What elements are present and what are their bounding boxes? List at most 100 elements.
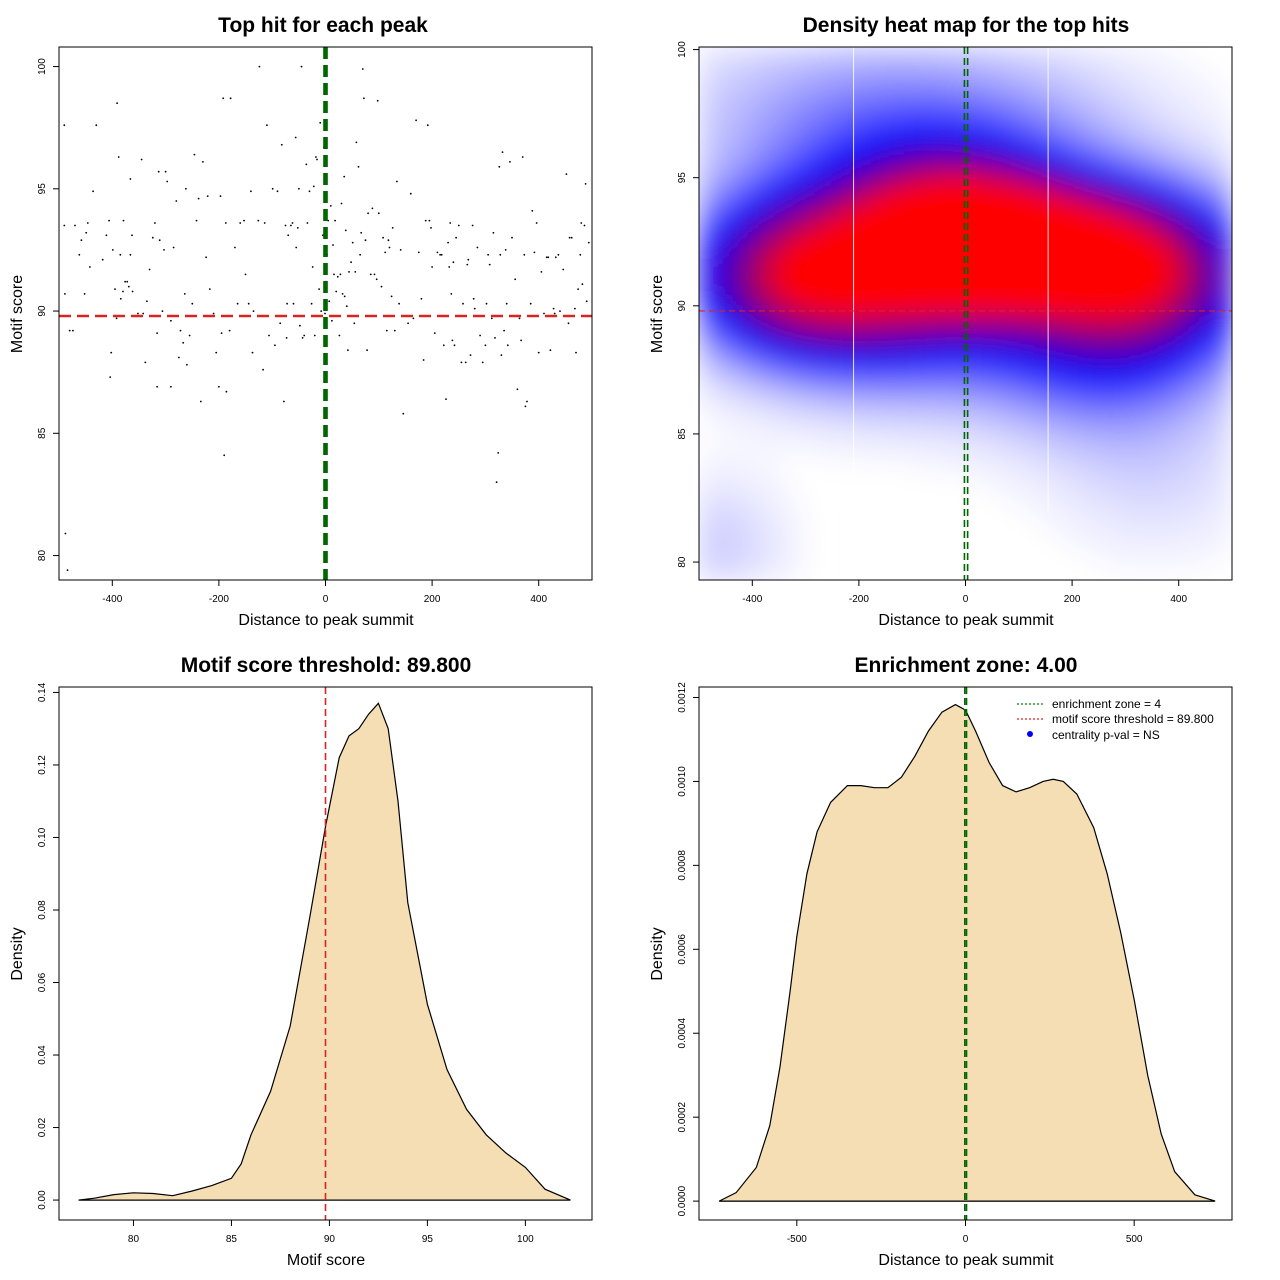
heatmap-cell	[975, 131, 988, 144]
heatmap-cell	[965, 451, 977, 464]
heatmap-cell	[965, 185, 977, 197]
heatmap-cell	[858, 78, 871, 91]
heatmap-cell	[1146, 185, 1158, 197]
heatmap-cell	[1103, 174, 1116, 187]
heatmap-cell	[773, 99, 785, 112]
heatmap-cell	[762, 504, 775, 517]
scatter-point	[185, 187, 187, 190]
heatmap-cell	[1188, 89, 1201, 101]
heatmap-cell	[986, 163, 998, 176]
score-density-title: Motif score threshold: 89.800	[181, 654, 472, 677]
heatmap-cell	[751, 558, 764, 570]
heatmap-cell	[1029, 398, 1041, 410]
scatter-point	[363, 97, 365, 100]
heatmap-cell	[1199, 377, 1212, 389]
heatmap-cell	[1060, 195, 1073, 208]
heatmap-cell	[901, 67, 913, 80]
heatmap-cell	[837, 377, 849, 389]
heatmap-cell	[719, 174, 732, 187]
heatmap-cell	[1124, 206, 1137, 219]
heatmap-cell	[975, 451, 988, 464]
heatmap-cell	[1188, 291, 1201, 304]
heatmap-cell	[1082, 217, 1094, 229]
heatmap-cell	[986, 345, 998, 357]
heatmap-cell	[751, 345, 764, 357]
heatmap-cell	[1210, 366, 1222, 378]
heatmap-cell	[773, 238, 785, 251]
scatter-point	[298, 187, 300, 190]
heatmap-cell	[826, 440, 839, 453]
heatmap-cell	[965, 121, 977, 133]
heatmap-cell	[773, 67, 785, 80]
scatter-point	[440, 253, 443, 256]
heatmap-cell	[730, 163, 743, 176]
heatmap-cell	[1050, 377, 1062, 389]
heatmap-cell	[1167, 323, 1180, 336]
legend: enrichment zone = 4 motif score threshol…	[1017, 697, 1214, 742]
heatmap-cell	[815, 430, 828, 442]
heatmap-cell	[1199, 195, 1212, 208]
heatmap-cell	[751, 291, 764, 304]
heatmap-cell	[1039, 302, 1052, 314]
heatmap-cell	[954, 89, 966, 101]
heatmap-cell	[794, 121, 807, 133]
heatmap-cell	[1060, 281, 1073, 293]
heatmap-cell	[826, 238, 839, 251]
heatmap-cell	[1210, 99, 1222, 112]
heatmap-cell	[997, 291, 1009, 304]
heatmap-cell	[741, 89, 753, 101]
heatmap-cell	[805, 387, 817, 400]
heatmap-cell	[1178, 515, 1190, 528]
heatmap-cell	[783, 334, 796, 346]
heatmap-cell	[837, 355, 849, 368]
heatmap-cell	[837, 291, 849, 304]
heatmap-cell	[1135, 547, 1148, 560]
heatmap-cell	[1029, 249, 1041, 261]
heatmap-cell	[730, 259, 743, 272]
heatmap-cell	[1103, 334, 1116, 346]
heatmap-cell	[933, 153, 945, 165]
heatmap-cell	[943, 185, 956, 197]
heatmap-cell	[751, 515, 764, 528]
heatmap-cell	[837, 249, 849, 261]
heatmap-cell	[1103, 504, 1116, 517]
heatmap-cell	[1039, 131, 1052, 144]
heatmap-cell	[1103, 377, 1116, 389]
heatmap-cell	[879, 334, 892, 346]
heatmap-cell	[1039, 387, 1052, 400]
heatmap-cell	[954, 78, 966, 91]
heatmap-cell	[783, 515, 796, 528]
heatmap-cell	[719, 281, 732, 293]
heatmap-cell	[1199, 408, 1212, 421]
heatmap-cell	[1124, 345, 1137, 357]
heatmap-cell	[1082, 163, 1094, 176]
heatmap-cell	[1114, 57, 1126, 69]
heatmap-cell	[1050, 302, 1062, 314]
y-tick-label: 0.10	[37, 827, 48, 847]
heatmap-cell	[1092, 47, 1105, 59]
heatmap-cell	[762, 536, 775, 549]
heatmap-cell	[751, 536, 764, 549]
heatmap-cell	[794, 291, 807, 304]
heatmap-cell	[762, 558, 775, 570]
heatmap-y-axis-title: Motif score	[649, 275, 666, 353]
heatmap-cell	[805, 249, 817, 261]
heatmap-cell	[1092, 185, 1105, 197]
legend-label-enrichment-zone: enrichment zone = 4	[1052, 697, 1161, 711]
scatter-point	[343, 175, 346, 178]
scatter-point	[466, 263, 469, 266]
heatmap-cell	[1092, 377, 1105, 389]
heatmap-cell	[1167, 451, 1180, 464]
heatmap-cell	[815, 206, 828, 219]
heatmap-cell	[1220, 366, 1232, 378]
heatmap-cell	[1092, 110, 1105, 123]
heatmap-cell	[879, 174, 892, 187]
heatmap-cell	[783, 526, 796, 538]
scatter-point	[119, 253, 122, 256]
scatter-point	[390, 295, 393, 298]
heatmap-cell	[1071, 483, 1084, 496]
heatmap-cell	[1029, 57, 1041, 69]
heatmap-cell	[869, 89, 881, 101]
heatmap-cell	[858, 377, 871, 389]
heatmap-cell	[869, 121, 881, 133]
